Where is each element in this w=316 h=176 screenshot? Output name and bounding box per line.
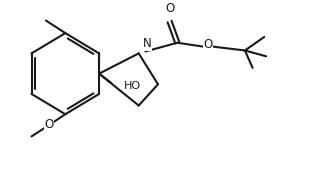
Text: O: O	[44, 118, 53, 131]
Text: HO: HO	[124, 81, 141, 91]
Text: O: O	[204, 38, 213, 51]
Text: N: N	[143, 37, 151, 51]
Text: O: O	[165, 2, 174, 15]
